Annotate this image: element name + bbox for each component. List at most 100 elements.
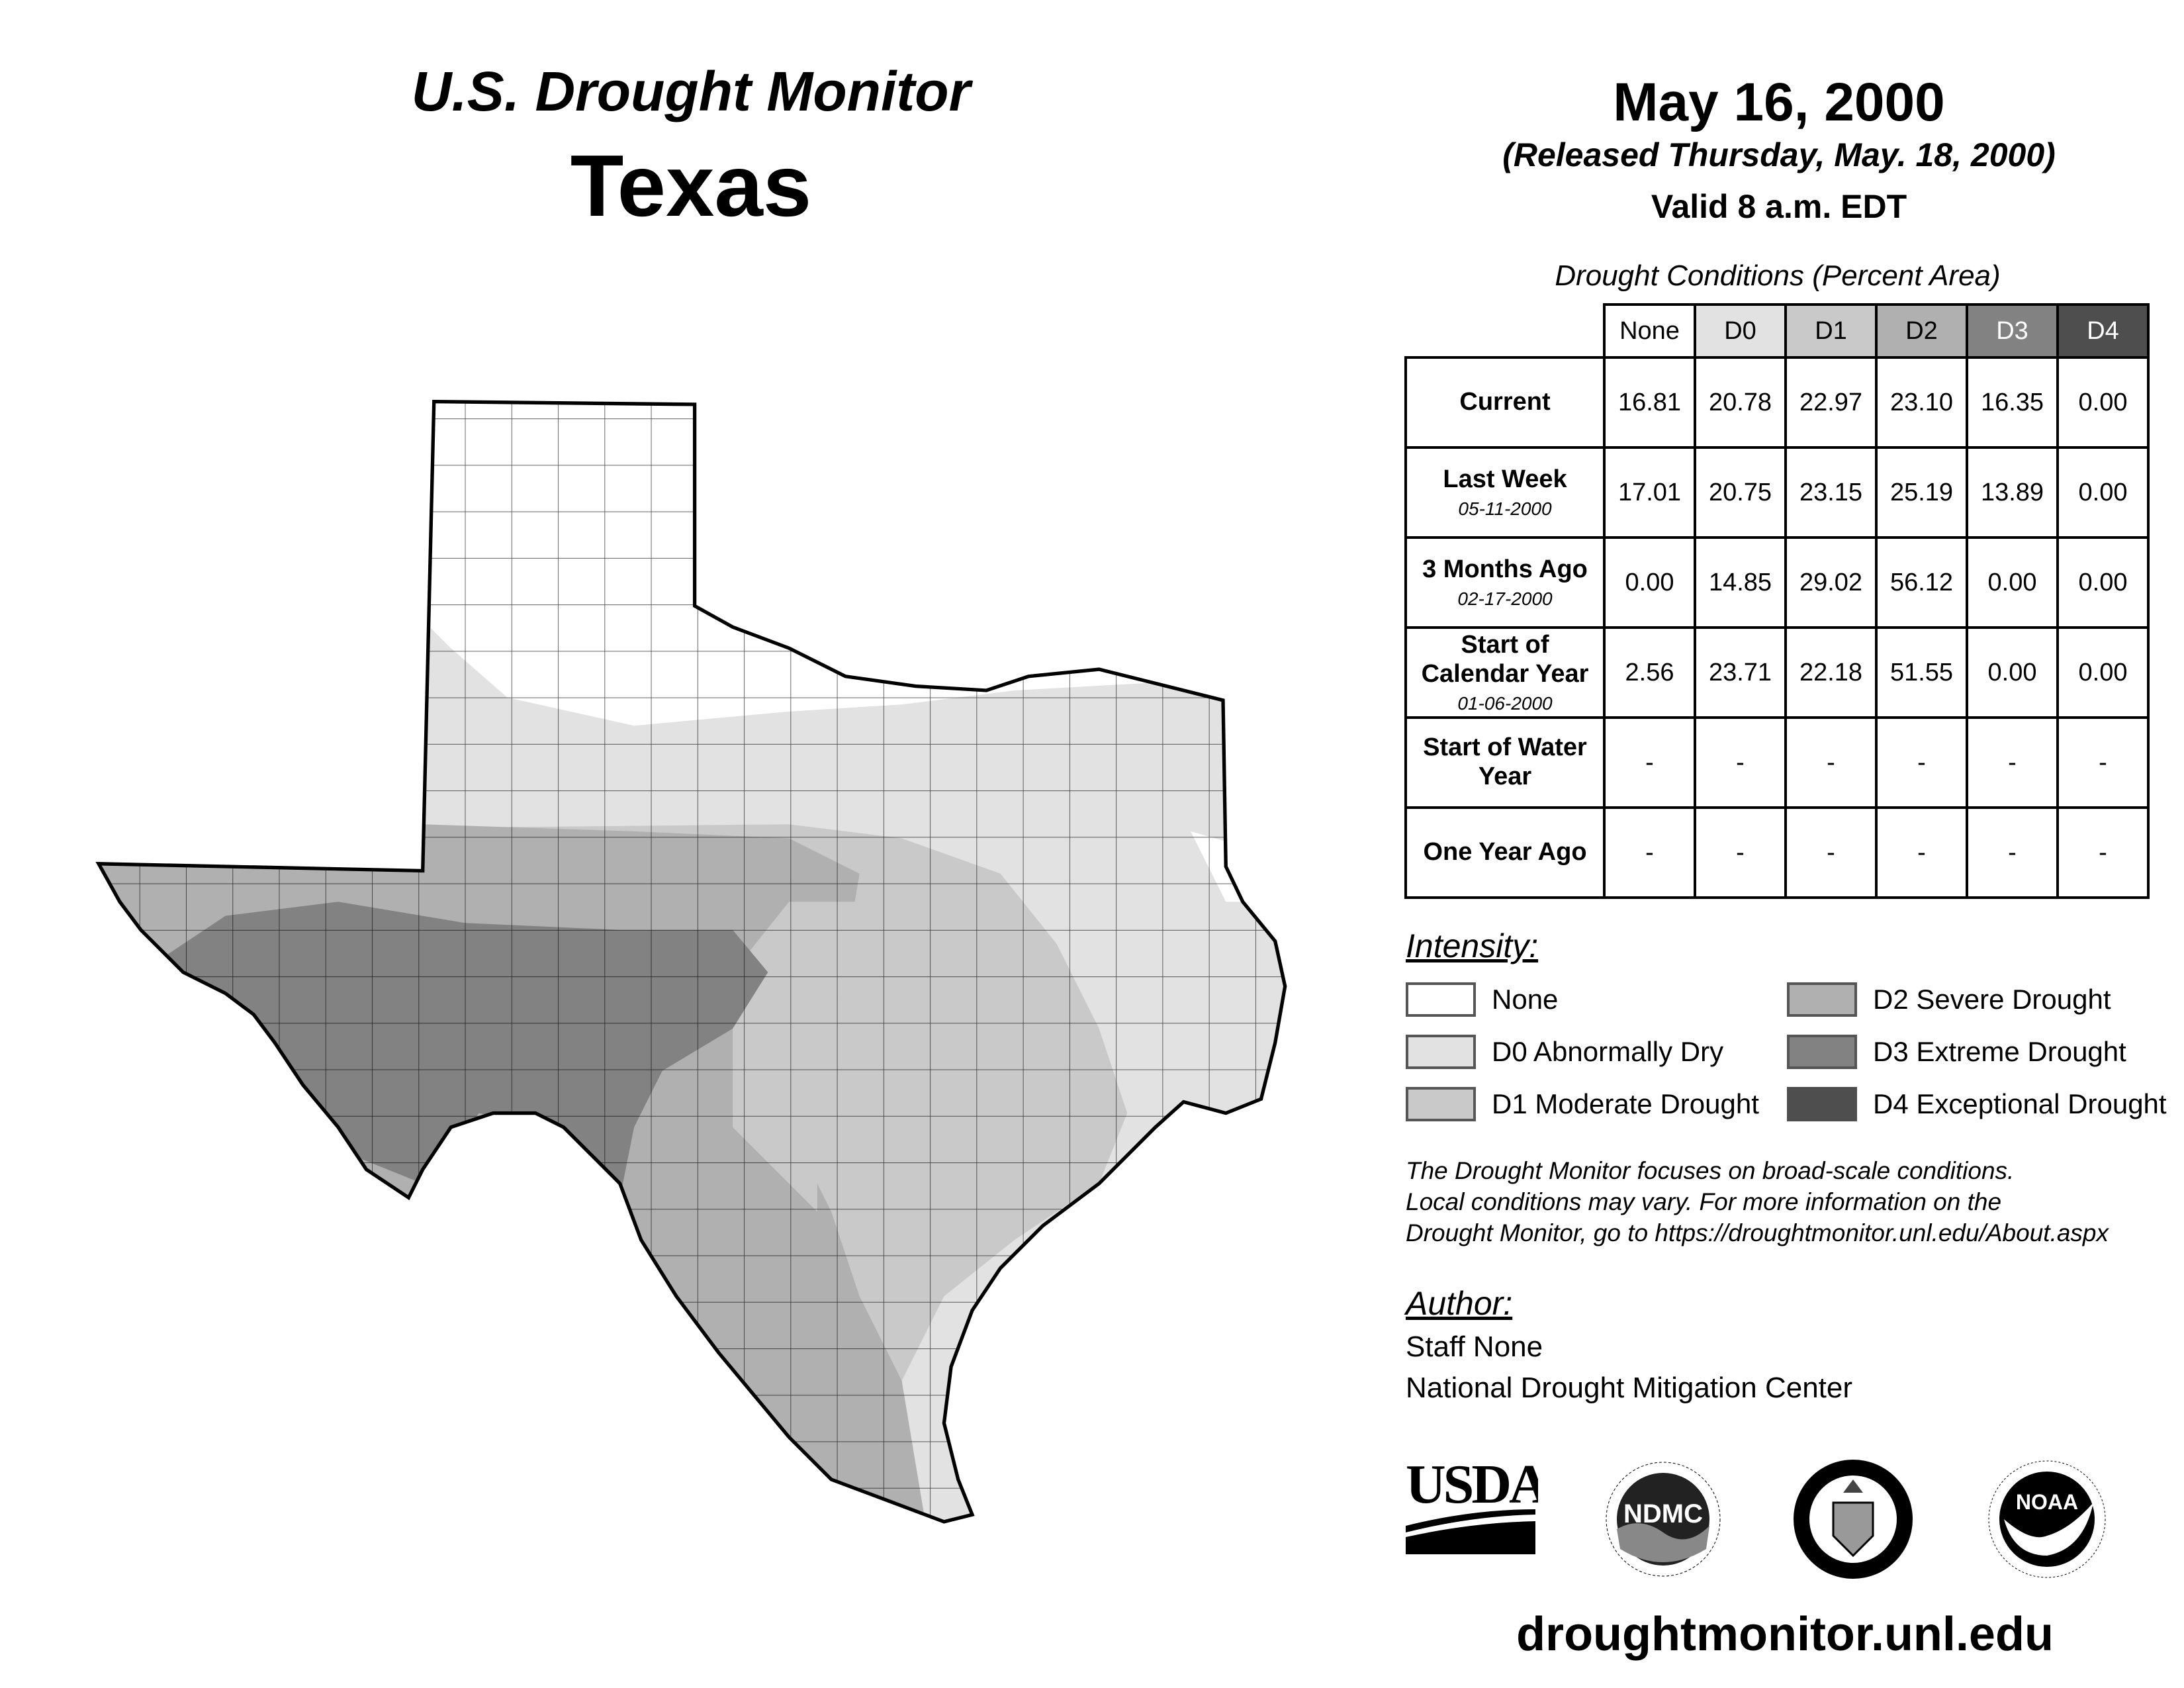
- legend-swatch: [1406, 1035, 1476, 1069]
- row-label-text: Current: [1459, 388, 1551, 416]
- col-d0: D0: [1694, 303, 1787, 359]
- row-label-text: Start of Water Year: [1423, 733, 1587, 790]
- table-cell: 0.00: [1966, 536, 2059, 629]
- table-cell: -: [1875, 806, 1968, 899]
- table-cell: 16.35: [1966, 356, 2059, 449]
- valid-time: Valid 8 a.m. EDT: [1651, 188, 1907, 225]
- legend-label: D1 Moderate Drought: [1492, 1088, 1759, 1119]
- disclaimer-line: Local conditions may vary. For more info…: [1406, 1188, 2002, 1215]
- legend-item-d3: D3 Extreme Drought: [1787, 1035, 2126, 1069]
- table-cell: 0.00: [2056, 446, 2150, 539]
- row-label-text: 3 Months Ago: [1422, 555, 1588, 584]
- author-org: National Drought Mitigation Center: [1406, 1372, 1853, 1404]
- table-cell: 13.89: [1966, 446, 2059, 539]
- legend-label: None: [1492, 984, 1559, 1015]
- legend-swatch: [1787, 982, 1857, 1017]
- legend-item-d0: D0 Abnormally Dry: [1406, 1035, 1723, 1069]
- legend-item-d1: D1 Moderate Drought: [1406, 1087, 1759, 1121]
- table-cell: 23.71: [1694, 626, 1787, 719]
- legend-title: Intensity:: [1406, 927, 1539, 964]
- svg-text:NDMC: NDMC: [1623, 1499, 1703, 1528]
- author-name: Staff None: [1406, 1331, 1543, 1363]
- table-cell: -: [1694, 806, 1787, 899]
- table-cell: -: [1603, 716, 1696, 809]
- table-cell: -: [1966, 716, 2059, 809]
- col-d3: D3: [1966, 303, 2059, 359]
- drought-conditions-table: None D0 D1 D2 D3 D4 Current 16.81 20.78 22.…: [1404, 303, 2150, 899]
- table-cell: -: [1966, 806, 2059, 899]
- table-row: Last Week 05-11-2000 17.01 20.75 23.15 25.19 1…: [1404, 446, 2150, 539]
- author-title: Author:: [1406, 1285, 1513, 1322]
- table-cell: -: [1875, 716, 1968, 809]
- table-cell: 22.18: [1784, 626, 1878, 719]
- table-row: Start of Calendar Year 01-06-2000 2.56 23.7…: [1404, 626, 2150, 719]
- usda-logo: USDA: [1406, 1456, 1538, 1554]
- website-url[interactable]: droughtmonitor.unl.edu: [1516, 1608, 2054, 1661]
- disclaimer-line: The Drought Monitor focuses on broad-sca…: [1406, 1157, 2015, 1184]
- table-row: One Year Ago - - - - - -: [1404, 806, 2150, 899]
- legend-item-d4: D4 Exceptional Drought: [1787, 1087, 2167, 1121]
- ndmc-logo: NDMC: [1606, 1462, 1721, 1577]
- table-cell: 23.10: [1875, 356, 1968, 449]
- table-cell: 0.00: [2056, 356, 2150, 449]
- disclaimer-line: Drought Monitor, go to https://droughtmo…: [1406, 1219, 2109, 1246]
- table-cell: 23.15: [1784, 446, 1878, 539]
- col-d4: D4: [2056, 303, 2150, 359]
- row-label-text: Start of Calendar Year: [1421, 631, 1589, 688]
- table-cell: 22.97: [1784, 356, 1878, 449]
- table-row: Current 16.81 20.78 22.97 23.10 16.35 0.00: [1404, 356, 2150, 449]
- table-cell: -: [1784, 806, 1878, 899]
- col-d1: D1: [1784, 303, 1878, 359]
- svg-text:USDA: USDA: [1406, 1456, 1538, 1515]
- table-cell: 0.00: [1966, 626, 2059, 719]
- table-cell: 17.01: [1603, 446, 1696, 539]
- table-cell: 0.00: [2056, 536, 2150, 629]
- legend-swatch: [1406, 982, 1476, 1017]
- table-cell: 2.56: [1603, 626, 1696, 719]
- table-cell: 14.85: [1694, 536, 1787, 629]
- legend-label: D2 Severe Drought: [1873, 984, 2111, 1015]
- table-cell: -: [1784, 716, 1878, 809]
- table-row: Start of Water Year - - - - - -: [1404, 716, 2150, 809]
- table-cell: -: [2056, 806, 2150, 899]
- legend-label: D0 Abnormally Dry: [1492, 1036, 1724, 1067]
- doc-seal: [1794, 1460, 1913, 1579]
- col-none: None: [1603, 303, 1696, 359]
- legend-swatch: [1787, 1035, 1857, 1069]
- table-cell: 29.02: [1784, 536, 1878, 629]
- table-row: 3 Months Ago 02-17-2000 0.00 14.85 29.02 56.1…: [1404, 536, 2150, 629]
- table-cell: 25.19: [1875, 446, 1968, 539]
- row-label: One Year Ago: [1404, 806, 1606, 899]
- row-label: Start of Water Year: [1404, 716, 1606, 809]
- table-cell: 16.81: [1603, 356, 1696, 449]
- row-date: 02-17-2000: [1457, 588, 1553, 609]
- row-label: Start of Calendar Year 01-06-2000: [1404, 626, 1606, 719]
- legend-swatch: [1406, 1087, 1476, 1121]
- table-cell: 0.00: [2056, 626, 2150, 719]
- row-date: 01-06-2000: [1457, 692, 1553, 714]
- legend-swatch: [1787, 1087, 1857, 1121]
- release-date: (Released Thursday, May. 18, 2000): [1502, 136, 2056, 173]
- table-header-row: None D0 D1 D2 D3 D4: [1406, 303, 2150, 359]
- table-cell: 56.12: [1875, 536, 1968, 629]
- row-label-text: One Year Ago: [1423, 838, 1587, 867]
- row-label: 3 Months Ago 02-17-2000: [1404, 536, 1606, 629]
- legend-label: D4 Exceptional Drought: [1873, 1088, 2167, 1119]
- table-cell: 20.78: [1694, 356, 1787, 449]
- legend-item-d2: D2 Severe Drought: [1787, 982, 2111, 1017]
- table-cell: -: [1694, 716, 1787, 809]
- row-date: 05-11-2000: [1458, 498, 1552, 519]
- svg-text:NOAA: NOAA: [2016, 1490, 2078, 1514]
- col-d2: D2: [1875, 303, 1968, 359]
- row-label: Current: [1404, 356, 1606, 449]
- table-cell: 0.00: [1603, 536, 1696, 629]
- noaa-logo: NOAA: [1988, 1460, 2106, 1578]
- table-cell: 51.55: [1875, 626, 1968, 719]
- map-date: May 16, 2000: [1613, 72, 1945, 132]
- legend-label: D3 Extreme Drought: [1873, 1036, 2126, 1067]
- legend-item-none: None: [1406, 982, 1558, 1017]
- row-label: Last Week 05-11-2000: [1404, 446, 1606, 539]
- disclaimer: The Drought Monitor focuses on broad-sca…: [1406, 1155, 2109, 1248]
- table-caption: Drought Conditions (Percent Area): [1555, 259, 2001, 292]
